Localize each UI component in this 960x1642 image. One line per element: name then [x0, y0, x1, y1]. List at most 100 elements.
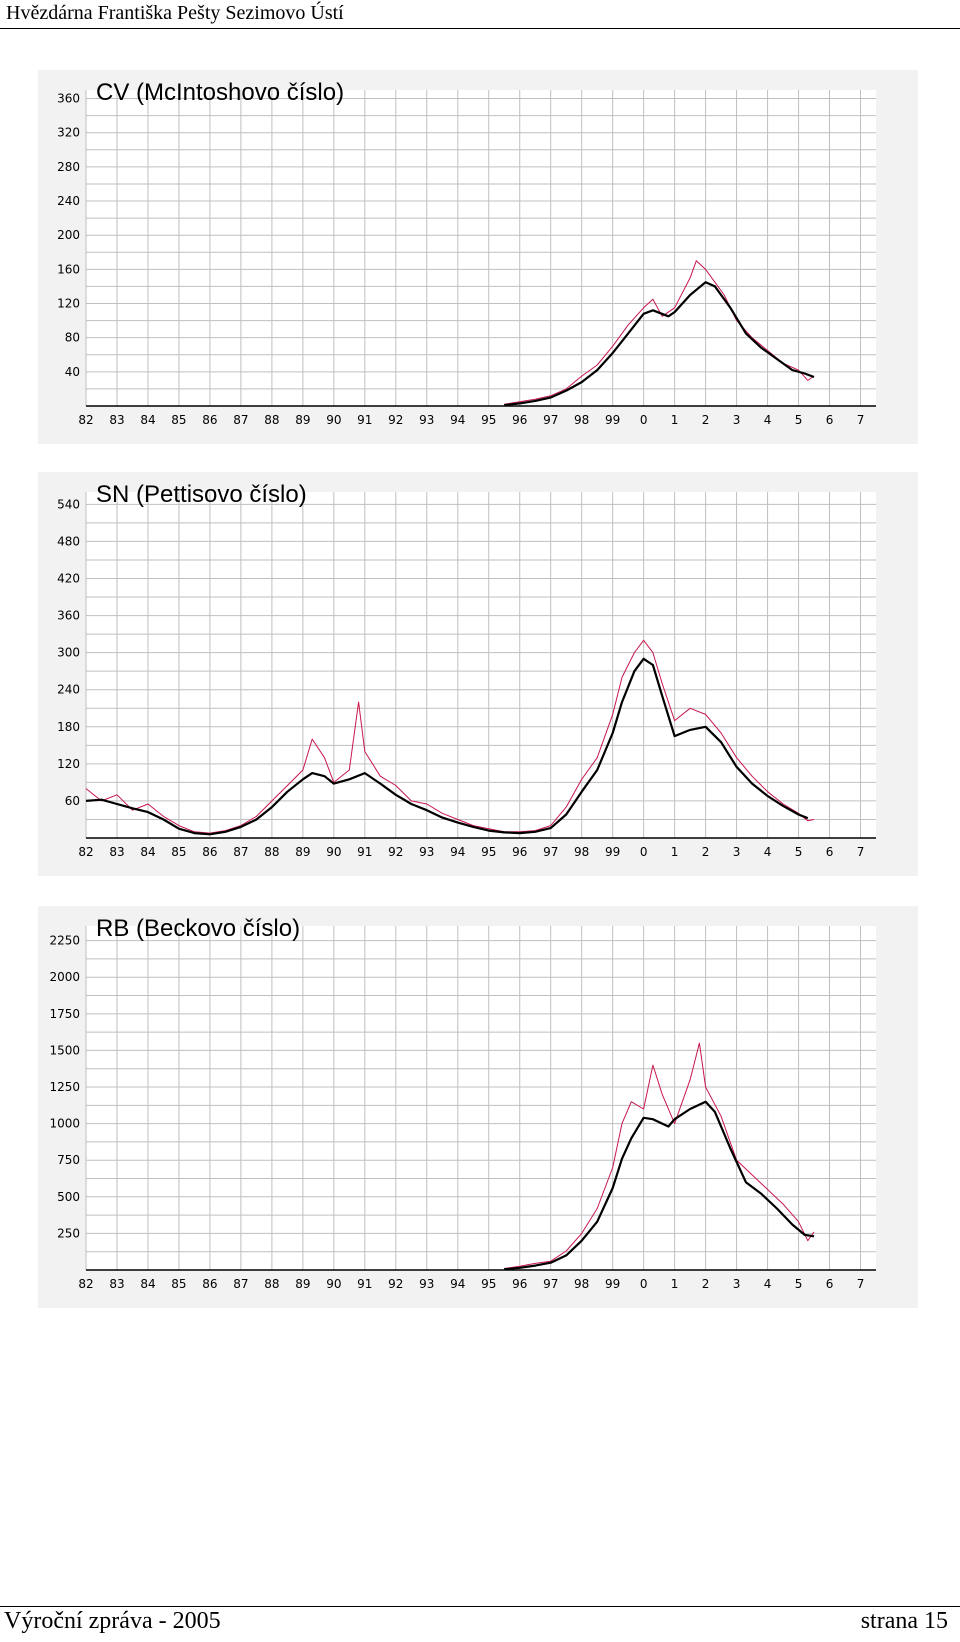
cv-y-tick-label: 320: [57, 126, 80, 140]
rb-chart-title: RB (Beckovo číslo): [96, 915, 300, 942]
cv-x-tick-label: 2: [702, 413, 710, 427]
rb-x-tick-label: 1: [671, 1277, 679, 1291]
sn-chart-title: SN (Pettisovo číslo): [96, 481, 307, 508]
cv-x-tick-label: 7: [857, 413, 865, 427]
cv-x-tick-label: 82: [78, 413, 93, 427]
sn-plot-area: [86, 492, 876, 838]
sn-y-tick-label: 480: [57, 534, 80, 548]
cv-x-tick-label: 92: [388, 413, 403, 427]
sn-x-tick-label: 86: [202, 845, 217, 859]
cv-x-tick-label: 0: [640, 413, 648, 427]
cv-x-tick-label: 88: [264, 413, 279, 427]
cv-x-tick-label: 87: [233, 413, 248, 427]
cv-chart: 82 83 84 85 86 87 88 89 90 91 92 93 94 95 96 97 98 99 0 1 2 3…: [38, 70, 918, 444]
rb-y-tick-label: 1000: [49, 1117, 80, 1131]
sn-x-tick-label: 82: [78, 845, 93, 859]
sn-x-tick-label: 83: [109, 845, 124, 859]
sn-x-tick-label: 94: [450, 845, 465, 859]
sn-y-tick-label: 360: [57, 609, 80, 623]
sn-x-tick-label: 93: [419, 845, 434, 859]
cv-x-tick-label: 5: [795, 413, 803, 427]
cv-chart-svg: 82 83 84 85 86 87 88 89 90 91 92 93 94 95 96 97 98 99 0 1 2 3…: [57, 79, 876, 427]
cv-series-smoothed: [504, 281, 815, 407]
cv-x-tick-label: 94: [450, 413, 465, 427]
rb-x-tick-label: 5: [795, 1277, 803, 1291]
sn-y-tick-label: 120: [57, 757, 80, 771]
rb-x-tick-label: 97: [543, 1277, 558, 1291]
footer-report-title: Výroční zpráva - 2005: [4, 1608, 221, 1634]
rb-x-tick-label: 91: [357, 1277, 372, 1291]
rb-x-tick-label: 83: [109, 1277, 124, 1291]
cv-x-tick-label: 91: [357, 413, 372, 427]
footer-page-number: strana 15: [860, 1608, 948, 1634]
page-header: Hvězdárna Františka Pešty Sezimovo Ústí: [6, 2, 344, 24]
cv-plot-area: [86, 90, 876, 406]
cv-x-tick-label: 86: [202, 413, 217, 427]
rb-x-tick-label: 3: [733, 1277, 741, 1291]
rb-y-tick-label: 1500: [49, 1043, 80, 1057]
sn-x-tick-label: 4: [764, 845, 772, 859]
rb-x-tick-label: 0: [640, 1277, 648, 1291]
rb-x-tick-label: 96: [512, 1277, 527, 1291]
rb-x-tick-label: 82: [78, 1277, 93, 1291]
cv-x-tick-label: 89: [295, 413, 310, 427]
sn-y-tick-label: 420: [57, 572, 80, 586]
rb-x-tick-label: 84: [140, 1277, 155, 1291]
cv-x-tick-label: 90: [326, 413, 341, 427]
cv-x-tick-label: 6: [826, 413, 834, 427]
cv-x-tick-label: 96: [512, 413, 527, 427]
sn-x-tick-label: 85: [171, 845, 186, 859]
cv-y-tick-label: 80: [65, 331, 80, 345]
cv-chart-title: CV (McIntoshovo číslo): [96, 79, 344, 106]
sn-y-tick-label: 300: [57, 646, 80, 660]
cv-x-tick-label: 3: [733, 413, 741, 427]
rb-plot-area: [86, 926, 876, 1270]
cv-y-tick-label: 40: [65, 365, 80, 379]
cv-x-tick-label: 93: [419, 413, 434, 427]
sn-series-monthly: [85, 639, 815, 834]
rb-y-tick-label: 250: [57, 1226, 80, 1240]
cv-y-tick-label: 200: [57, 228, 80, 242]
cv-series-monthly: [504, 260, 815, 405]
sn-x-tick-label: 87: [233, 845, 248, 859]
cv-y-tick-label: 160: [57, 262, 80, 276]
rb-x-tick-label: 6: [826, 1277, 834, 1291]
rb-x-tick-label: 92: [388, 1277, 403, 1291]
rb-y-tick-label: 1750: [49, 1007, 80, 1021]
cv-x-tick-label: 97: [543, 413, 558, 427]
rb-x-tick-label: 98: [574, 1277, 589, 1291]
sn-x-tick-label: 91: [357, 845, 372, 859]
rb-x-tick-label: 7: [857, 1277, 865, 1291]
rb-x-tick-label: 99: [605, 1277, 620, 1291]
rb-chart-svg: 82 83 84 85 86 87 88 89 90 91 92 93 94 95 96 97 98 99 0 1 2 3…: [49, 915, 876, 1291]
rb-x-tick-label: 86: [202, 1277, 217, 1291]
cv-x-tick-label: 84: [140, 413, 155, 427]
cv-x-tick-label: 4: [764, 413, 772, 427]
rb-y-tick-label: 1250: [49, 1080, 80, 1094]
rb-x-tick-label: 2: [702, 1277, 710, 1291]
rb-series-monthly: [504, 1042, 815, 1269]
cv-y-tick-label: 120: [57, 297, 80, 311]
rb-x-tick-label: 90: [326, 1277, 341, 1291]
sn-x-tick-label: 89: [295, 845, 310, 859]
rb-x-tick-label: 94: [450, 1277, 465, 1291]
cv-y-tick-label: 240: [57, 194, 80, 208]
rb-series-smoothed: [504, 1100, 815, 1271]
cv-x-tick-label: 98: [574, 413, 589, 427]
cv-x-tick-label: 1: [671, 413, 679, 427]
sn-chart-svg: 82 83 84 85 86 87 88 89 90 91 92 93 94 95 96 97 98 99 0 1 2 3…: [57, 481, 876, 859]
sn-x-tick-label: 7: [857, 845, 865, 859]
sn-y-tick-label: 60: [65, 794, 80, 808]
rb-chart: 82 83 84 85 86 87 88 89 90 91 92 93 94 95 96 97 98 99 0 1 2 3…: [38, 906, 918, 1308]
sn-x-tick-label: 3: [733, 845, 741, 859]
rb-y-tick-label: 2000: [49, 970, 80, 984]
sn-x-tick-label: 88: [264, 845, 279, 859]
rb-x-tick-label: 87: [233, 1277, 248, 1291]
sn-x-tick-label: 5: [795, 845, 803, 859]
sn-x-tick-label: 84: [140, 845, 155, 859]
sn-x-tick-label: 92: [388, 845, 403, 859]
sn-x-tick-label: 0: [640, 845, 648, 859]
sn-x-tick-label: 99: [605, 845, 620, 859]
sn-x-tick-label: 98: [574, 845, 589, 859]
rb-y-tick-label: 2250: [49, 934, 80, 948]
